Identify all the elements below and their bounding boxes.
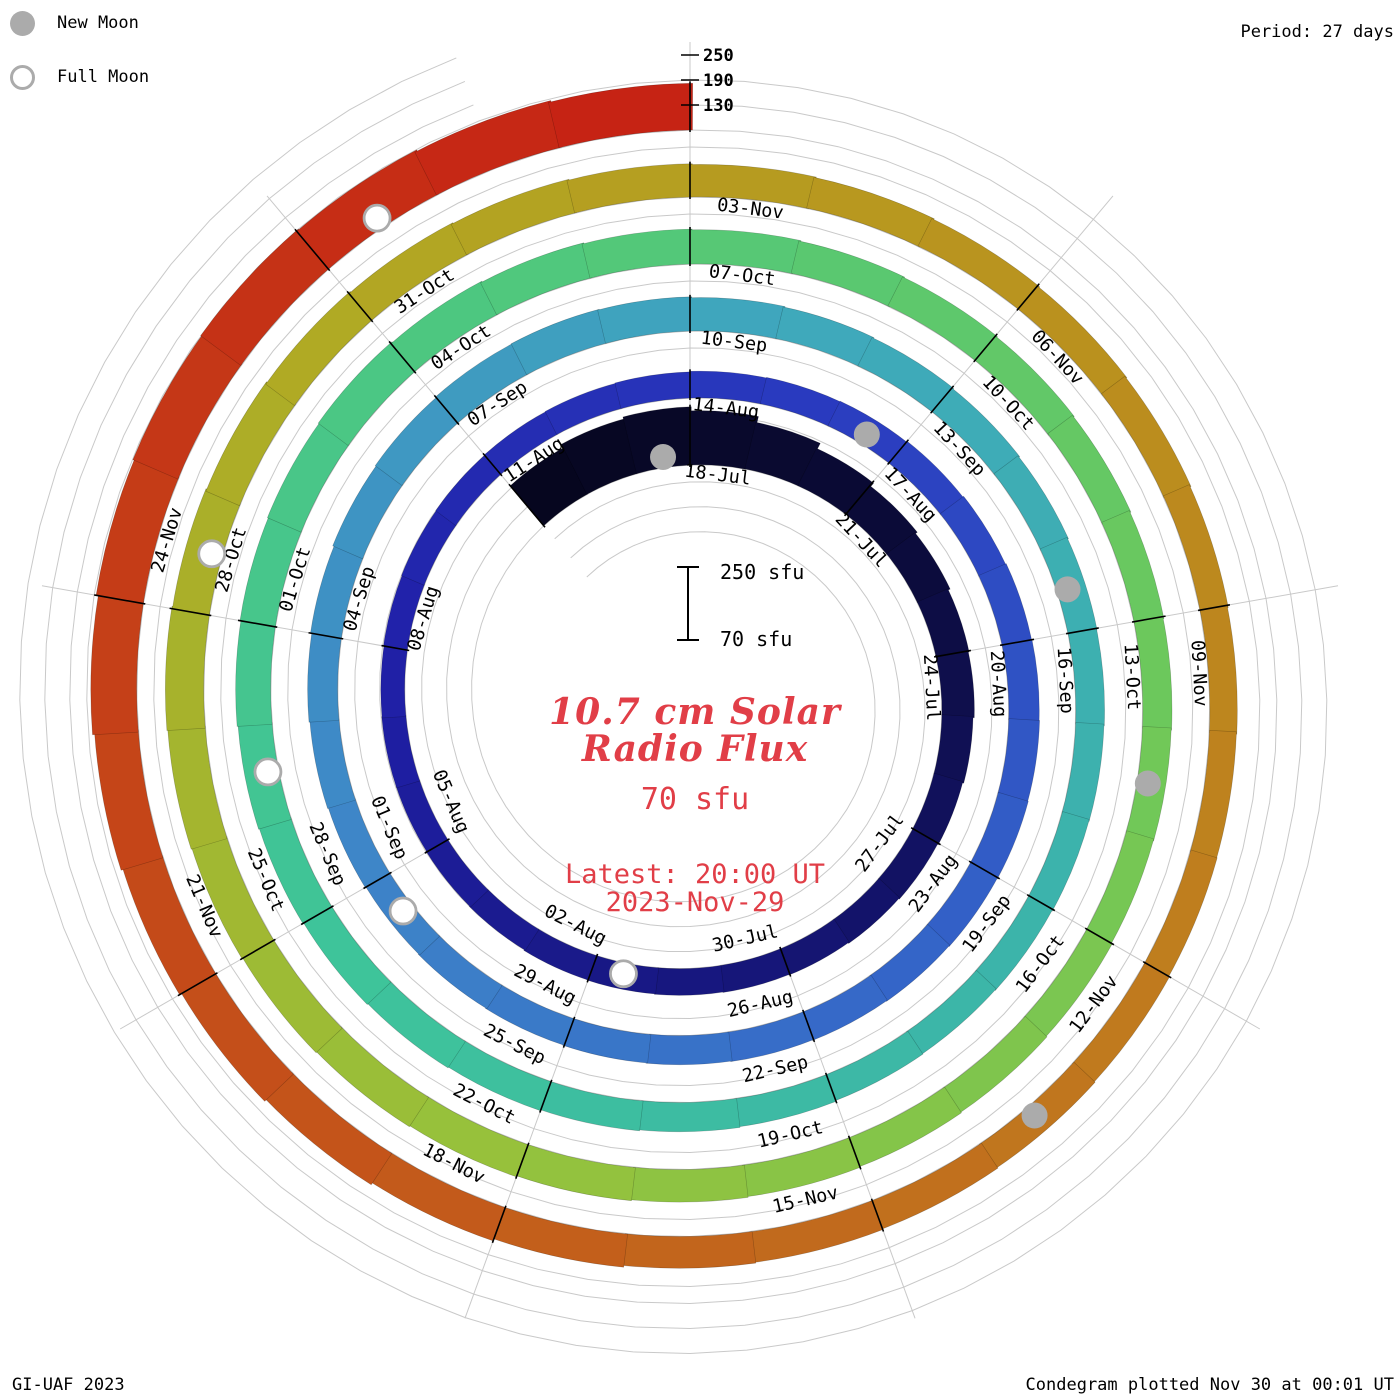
svg-text:250: 250 (703, 46, 734, 66)
latest-time-label: Latest: 20:00 UT (564, 859, 826, 890)
new-moon-icon (10, 10, 35, 36)
moon-legend: New Moon Full Moon (10, 10, 149, 118)
svg-text:16-Sep: 16-Sep (1053, 646, 1077, 714)
full-moon-icon (10, 64, 35, 90)
svg-text:30-Jul: 30-Jul (710, 921, 780, 956)
svg-text:13-Oct: 13-Oct (1120, 643, 1144, 711)
svg-text:250 sfu: 250 sfu (720, 560, 804, 584)
new-moon-label: New Moon (57, 13, 139, 33)
chart-title-line2: Radio Flux (581, 728, 809, 770)
svg-text:70 sfu: 70 sfu (720, 627, 792, 651)
svg-text:26-Aug: 26-Aug (725, 986, 795, 1021)
latest-date-label: 2023-Nov-29 (605, 887, 785, 918)
legend-item-full-moon: Full Moon (10, 64, 149, 90)
svg-text:190: 190 (703, 71, 734, 91)
svg-text:130: 130 (703, 96, 734, 116)
svg-text:20-Aug: 20-Aug (986, 650, 1010, 718)
current-flux-value: 70 sfu (640, 782, 750, 817)
plotted-timestamp-label: Condegram plotted Nov 30 at 00:01 UT (1025, 1375, 1394, 1395)
period-label: Period: 27 days (1240, 22, 1394, 42)
svg-text:09-Nov: 09-Nov (1186, 639, 1210, 707)
center-text-block: 10.7 cm Solar Radio Flux 70 sfu Latest: … (295, 694, 1095, 918)
svg-text:24-Jul: 24-Jul (919, 653, 943, 721)
chart-title-line1: 10.7 cm Solar (549, 691, 841, 733)
credit-label: GI-UAF 2023 (12, 1375, 125, 1395)
legend-item-new-moon: New Moon (10, 10, 149, 36)
full-moon-label: Full Moon (57, 67, 150, 87)
